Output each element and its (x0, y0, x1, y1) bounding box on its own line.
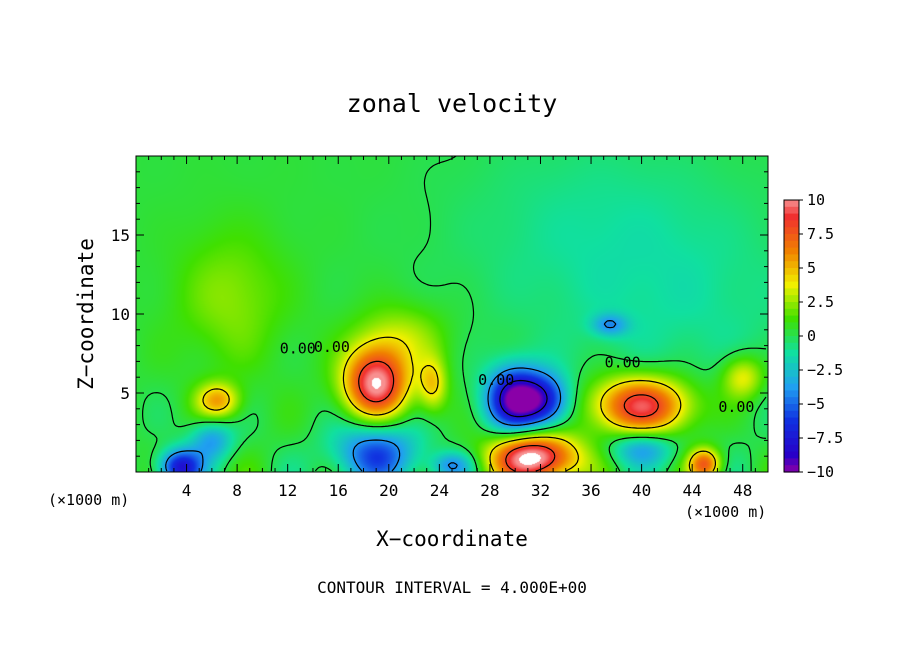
x-unit-label-right: (×1000 m) (685, 503, 766, 521)
contour-label: 0.00 (718, 398, 754, 416)
contour-interval-footer: CONTOUR INTERVAL = 4.000E+00 (317, 578, 587, 597)
colorbar-frame (783, 199, 800, 473)
colorbar-swatch (784, 390, 799, 398)
colorbar-swatch (784, 315, 799, 323)
contour-labels: 0.000.000.000.000.00 (280, 338, 755, 416)
colorbar-swatch (784, 356, 799, 364)
colorbar-swatch (784, 213, 799, 221)
colorbar-tick-label: 7.5 (807, 225, 834, 243)
contour-line (202, 336, 716, 472)
colorbar-swatch (784, 206, 799, 215)
colorbar-swatch (784, 424, 799, 432)
y-tick-label: 10 (111, 305, 130, 324)
contour-line (165, 320, 617, 472)
x-tick-label: 24 (430, 481, 449, 500)
colorbar-swatch (784, 281, 799, 289)
contour-line (142, 155, 767, 472)
colorbar-swatch (784, 288, 799, 296)
colorbar: 10 7.5 5 2.5 0 −2.5 −5 −7.5 −10 (783, 191, 843, 481)
colorbar-swatch (784, 349, 799, 357)
x-tick-label: 4 (182, 481, 192, 500)
x-tick-label: 44 (683, 481, 702, 500)
colorbar-tick-label: −7.5 (807, 429, 843, 447)
colorbar-tick-label: −10 (807, 463, 834, 481)
colorbar-swatch (784, 329, 799, 337)
x-tick-label: 20 (379, 481, 398, 500)
colorbar-tick-label: 2.5 (807, 293, 834, 311)
x-unit-label-left: (×1000 m) (48, 491, 129, 509)
colorbar-swatch (784, 234, 799, 242)
colorbar-swatch (784, 458, 799, 466)
colorbar-swatch (784, 465, 799, 473)
colorbar-swatch (784, 404, 799, 412)
x-tick-label: 36 (581, 481, 600, 500)
colorbar-swatch (784, 200, 799, 208)
contour-line (499, 379, 548, 418)
colorbar-swatch (784, 397, 799, 405)
colorbar-swatch (784, 261, 799, 269)
y-axis: 5 10 15 (111, 171, 768, 457)
contour-lines (142, 155, 767, 472)
colorbar-swatch (784, 376, 799, 385)
colorbar-swatch (784, 431, 799, 439)
contour-label: 0.00 (314, 338, 350, 356)
colorbar-swatch (784, 254, 799, 262)
colorbar-tick-label: 5 (807, 259, 816, 277)
colorbar-swatch (784, 227, 799, 235)
x-axis-label: X−coordinate (376, 527, 528, 551)
contour-label: 0.00 (605, 354, 641, 372)
colorbar-tick-label: 0 (807, 327, 816, 345)
colorbar-swatch (784, 444, 799, 453)
colorbar-swatch (784, 240, 799, 249)
colorbar-swatch (784, 438, 799, 446)
colorbar-swatch (784, 417, 799, 425)
contour-label: 0.00 (280, 340, 316, 358)
contour-label: 0.00 (478, 371, 514, 389)
colorbar-swatch (784, 274, 799, 283)
colorbar-tick-label: −2.5 (807, 361, 843, 379)
colorbar-swatch (784, 410, 799, 419)
x-tick-label: 28 (480, 481, 499, 500)
contour-line (358, 360, 659, 472)
chart-title: zonal velocity (347, 89, 558, 118)
y-axis-label: Z−coordinate (74, 238, 98, 390)
colorbar-swatch (784, 342, 799, 351)
colorbar-swatch (784, 268, 799, 276)
colorbar-tick-label: 10 (807, 191, 825, 209)
x-axis: 4 8 12 16 20 24 28 32 36 40 44 48 (148, 156, 756, 500)
colorbar-swatch (784, 451, 799, 459)
colorbar-swatch (784, 363, 799, 371)
colorbar-swatch (784, 247, 799, 255)
colorbar-tick-label: −5 (807, 395, 825, 413)
colorbar-swatch (784, 220, 799, 228)
colorbar-swatch (784, 383, 799, 391)
x-tick-label: 12 (278, 481, 297, 500)
colorbar-swatch (784, 370, 799, 378)
colorbar-swatch (784, 308, 799, 317)
colorbar-swatch (784, 302, 799, 310)
y-tick-label: 15 (111, 226, 130, 245)
x-tick-label: 48 (733, 481, 752, 500)
x-tick-label: 32 (531, 481, 550, 500)
colorbar-swatch (784, 295, 799, 303)
heatmap-field (136, 156, 768, 472)
colorbar-swatch (784, 336, 799, 344)
x-tick-label: 40 (632, 481, 651, 500)
x-tick-label: 16 (329, 481, 348, 500)
colorbar-swatch (784, 322, 799, 330)
plot-area: 0.000.000.000.000.00 (135, 155, 769, 473)
y-tick-label: 5 (120, 384, 130, 403)
x-tick-label: 8 (232, 481, 242, 500)
